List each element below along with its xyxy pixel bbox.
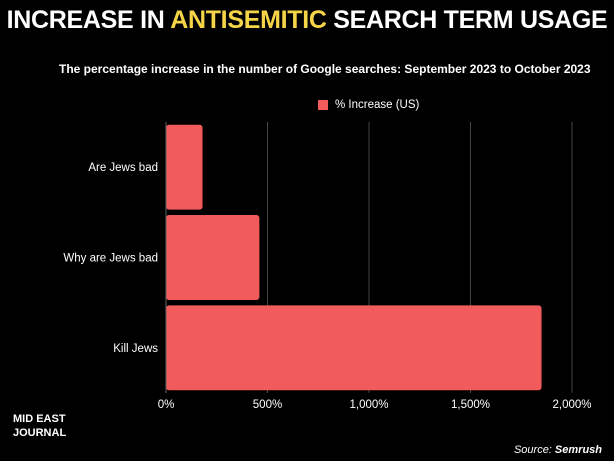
x-tick-label: 500% [253, 399, 282, 411]
brand-line-1: MID EAST [13, 413, 66, 425]
source-prefix: Source: [513, 444, 555, 456]
bar [166, 124, 203, 210]
legend-swatch [318, 100, 328, 110]
category-label: Are Jews bad [88, 162, 158, 174]
x-tick-label: 0% [158, 399, 175, 411]
chart-subtitle: The percentage increase in the number of… [59, 62, 591, 76]
category-label: Why are Jews bad [63, 253, 158, 265]
legend-label: % Increase (US) [335, 99, 420, 111]
x-tick-label: 1,500% [451, 399, 490, 411]
bar [166, 215, 260, 300]
legend: % Increase (US) [318, 99, 419, 111]
x-tick-label: 1,000% [349, 399, 388, 411]
category-label: Kill Jews [113, 343, 158, 355]
source-name: Semrush [554, 444, 602, 456]
title-part-2: SEARCH TERM USAGE [326, 6, 608, 34]
brand-line-2: JOURNAL [13, 427, 67, 439]
bar [166, 305, 542, 391]
chart-title: INCREASE IN ANTISEMITIC SEARCH TERM USAG… [0, 6, 614, 35]
brand-logo: MID EAST JOURNAL [13, 412, 66, 440]
title-highlight: ANTISEMITIC [170, 6, 327, 34]
title-part-1: INCREASE IN [6, 6, 171, 34]
source-credit: Source: Semrush [514, 444, 602, 456]
x-tick-label: 2,000% [552, 399, 591, 411]
